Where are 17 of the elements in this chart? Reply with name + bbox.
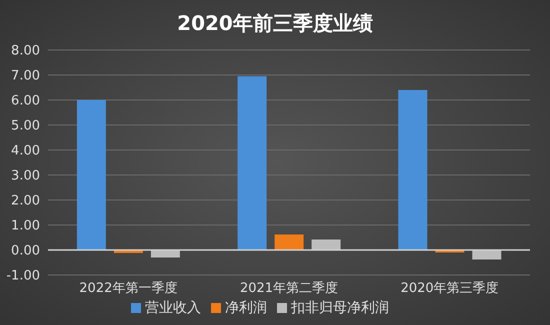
y-tick-label: 1.00 xyxy=(11,218,40,234)
y-tick-label: 4.00 xyxy=(11,144,40,159)
x-tick-label: 2021年第二季度 xyxy=(240,280,338,296)
x-tick-label: 2020年第三季度 xyxy=(400,280,499,296)
y-tick-label: 6.00 xyxy=(11,94,40,109)
legend-label: 净利润 xyxy=(225,300,267,316)
y-tick-label: 7.00 xyxy=(11,68,40,84)
x-tick-label: 2022年第一季度 xyxy=(79,280,178,296)
y-tick-label: 0.00 xyxy=(11,244,40,259)
chart-title: 2020年前三季度业绩 xyxy=(176,10,374,37)
y-tick-label: 5.00 xyxy=(11,118,40,134)
y-tick-label: 2.00 xyxy=(11,194,40,209)
y-tick-label: -1.00 xyxy=(6,268,40,284)
y-tick-label: 8.00 xyxy=(11,44,40,59)
legend-label: 扣非归母净利润 xyxy=(291,300,389,316)
y-tick-label: 3.00 xyxy=(11,168,40,184)
legend-label: 营业收入 xyxy=(145,300,201,316)
